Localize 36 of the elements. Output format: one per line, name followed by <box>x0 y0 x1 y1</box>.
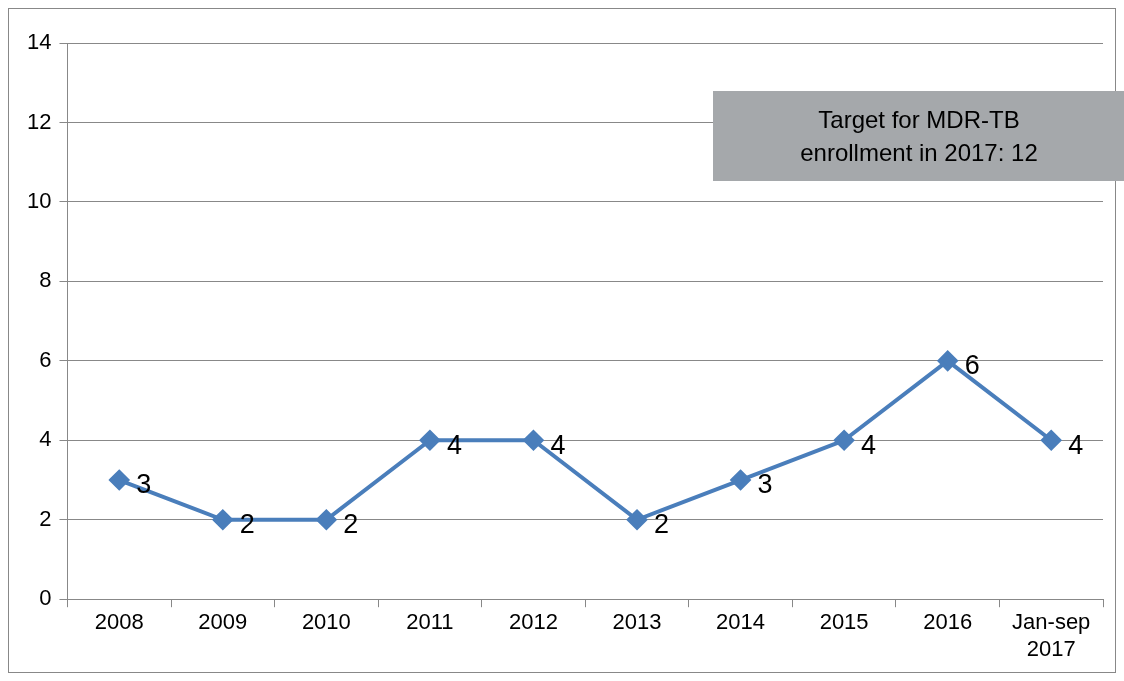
x-tick-label: 2016 <box>923 609 973 635</box>
y-tick-label: 2 <box>39 505 52 531</box>
x-tick-label: 2012 <box>508 609 558 635</box>
y-tick-label: 8 <box>39 267 52 293</box>
point <box>212 509 233 530</box>
y-tick-label: 0 <box>39 585 52 611</box>
point <box>834 430 855 451</box>
y-tick-label: 10 <box>26 187 52 213</box>
data-label: 6 <box>964 350 980 381</box>
point <box>627 509 648 530</box>
x-tick-label: 2013 <box>612 609 662 635</box>
data-label: 4 <box>1068 429 1084 460</box>
y-tick-label: 14 <box>26 29 52 55</box>
point <box>730 470 751 491</box>
point <box>419 430 440 451</box>
data-label: 3 <box>757 469 773 500</box>
note-box: Target for MDR-TB enrollment in 2017: 12 <box>713 91 1124 181</box>
x-tick-label: 2015 <box>819 609 869 635</box>
point <box>937 350 958 371</box>
x-tick-label: 2011 <box>406 609 454 635</box>
y-tick-label: 4 <box>39 426 52 452</box>
y-tick-label: 6 <box>39 346 52 372</box>
point <box>316 509 337 530</box>
point <box>523 430 544 451</box>
x-tick-label: Jan-sep 2017 <box>1012 609 1091 661</box>
x-tick-label: 2009 <box>198 609 248 635</box>
data-label: 2 <box>343 509 359 540</box>
data-label: 2 <box>654 509 670 540</box>
data-label: 4 <box>550 429 566 460</box>
point <box>1041 430 1062 451</box>
x-tick-label: 2014 <box>716 609 766 635</box>
y-tick-label: 12 <box>26 108 52 134</box>
x-tick-label: 2008 <box>94 609 144 635</box>
data-label: 4 <box>861 429 877 460</box>
x-tick-label: 2010 <box>301 609 351 635</box>
point <box>109 470 130 491</box>
